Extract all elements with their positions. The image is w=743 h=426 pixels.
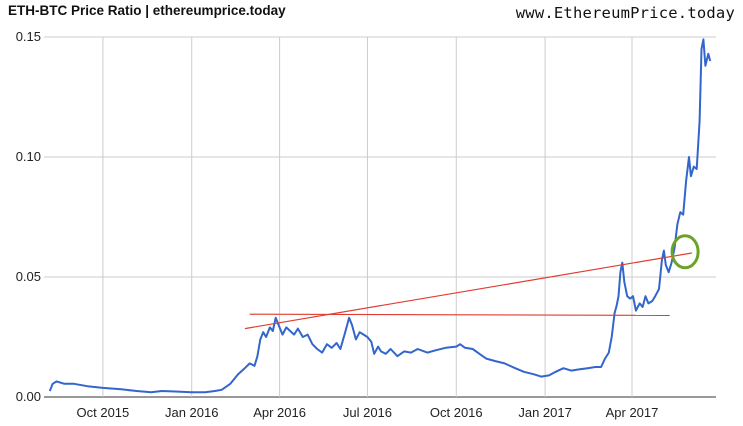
x-tick-label: Jul 2016 bbox=[343, 405, 392, 420]
y-tick-label: 0.05 bbox=[16, 269, 41, 284]
red-trendline bbox=[244, 252, 692, 330]
chart-title: ETH-BTC Price Ratio | ethereumprice.toda… bbox=[8, 3, 286, 18]
plot-area bbox=[44, 37, 716, 397]
y-tick-label: 0.15 bbox=[16, 29, 41, 44]
eth-btc-ratio-line bbox=[48, 38, 712, 394]
chart-grid bbox=[44, 36, 716, 398]
y-tick-label: 0.10 bbox=[16, 149, 41, 164]
x-tick-label: Apr 2016 bbox=[253, 405, 306, 420]
breakout-circle-marker bbox=[670, 234, 700, 270]
y-tick-label: 0.00 bbox=[16, 389, 41, 404]
x-tick-label: Apr 2017 bbox=[606, 405, 659, 420]
x-tick-label: Oct 2016 bbox=[430, 405, 483, 420]
site-watermark: www.EthereumPrice.today bbox=[515, 4, 735, 22]
chart-annotations bbox=[244, 234, 700, 330]
red-trendline bbox=[249, 313, 670, 316]
x-tick-label: Oct 2015 bbox=[77, 405, 130, 420]
chart-axes: 0.00 0.05 0.10 0.15 Oct 2015 Jan 2016 Apr 2016… bbox=[16, 29, 659, 420]
chart-series bbox=[48, 38, 712, 394]
x-tick-label: Jan 2017 bbox=[518, 405, 572, 420]
x-tick-label: Jan 2016 bbox=[165, 405, 219, 420]
